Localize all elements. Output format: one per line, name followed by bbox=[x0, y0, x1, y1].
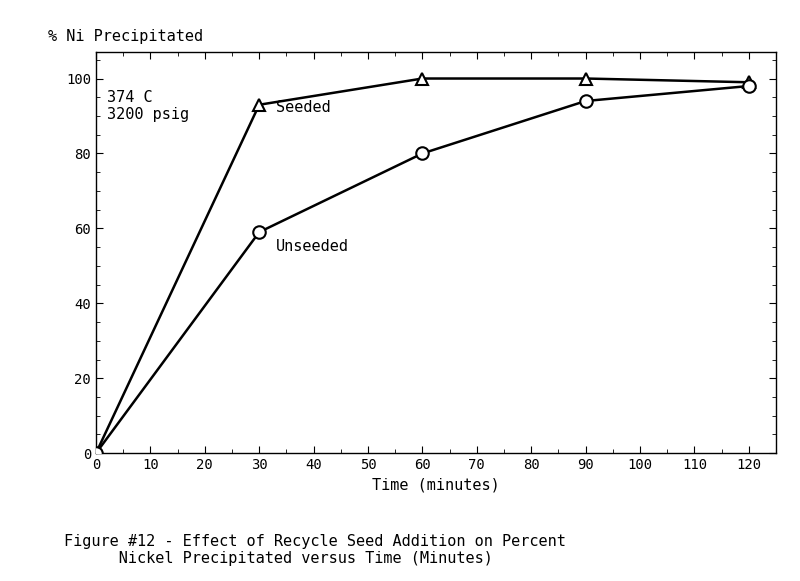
Text: Figure #12 - Effect of Recycle Seed Addition on Percent
      Nickel Precipitate: Figure #12 - Effect of Recycle Seed Addi… bbox=[64, 534, 566, 566]
Text: Seeded: Seeded bbox=[275, 101, 330, 115]
Text: Unseeded: Unseeded bbox=[275, 239, 349, 254]
X-axis label: Time (minutes): Time (minutes) bbox=[372, 478, 500, 493]
Text: 374 C
3200 psig: 374 C 3200 psig bbox=[107, 89, 189, 122]
Text: % Ni Precipitated: % Ni Precipitated bbox=[48, 29, 203, 44]
